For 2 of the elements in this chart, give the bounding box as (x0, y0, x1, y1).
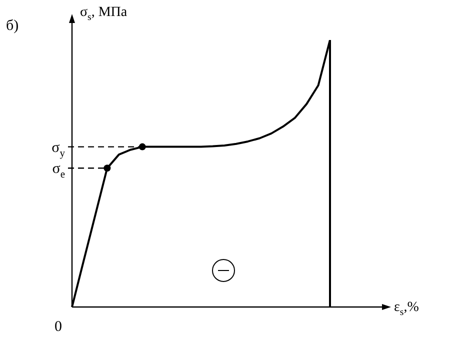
text: 0 (54, 319, 62, 335)
text: б) (6, 18, 19, 34)
